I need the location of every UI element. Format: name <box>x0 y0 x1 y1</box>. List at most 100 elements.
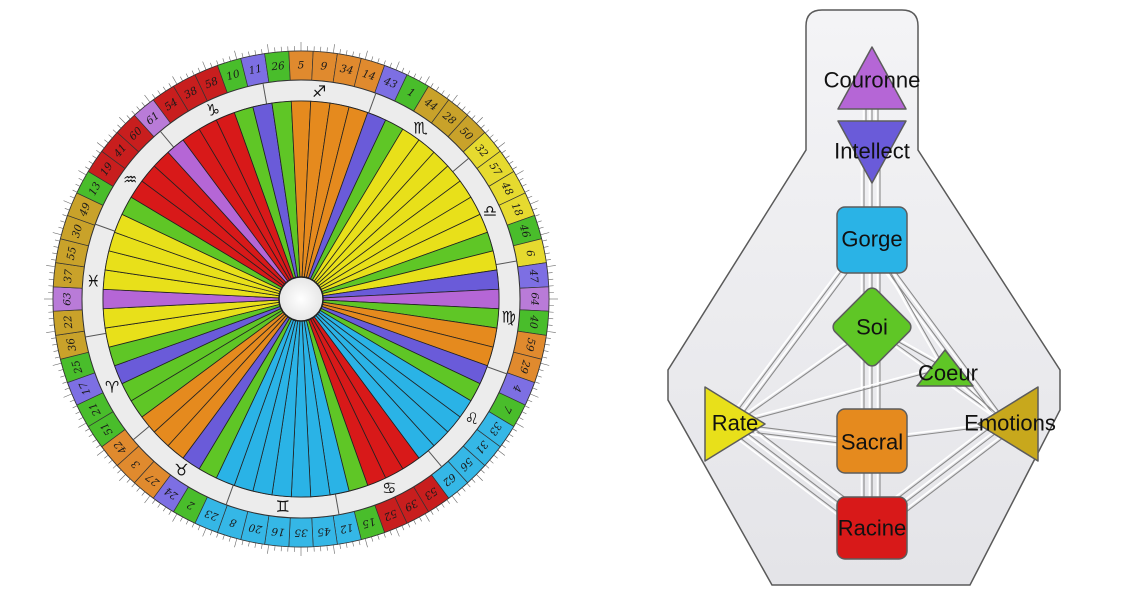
degree-tick <box>202 61 207 70</box>
gate-number: 4 <box>510 382 524 394</box>
degree-tick <box>64 208 70 211</box>
degree-tick <box>493 139 498 144</box>
degree-tick <box>515 422 524 428</box>
degree-tick <box>162 506 167 512</box>
degree-tick <box>234 538 238 548</box>
degree-tick <box>72 405 78 409</box>
degree-tick <box>364 50 368 60</box>
degree-tick <box>485 129 490 134</box>
degree-tick <box>505 155 510 159</box>
mandala-wheel: 10 11 26 5 9 34 14 4314428503257481846647644059… <box>44 42 558 556</box>
degree-tick <box>534 381 540 384</box>
degree-tick <box>228 536 231 542</box>
gate-number: 49 <box>77 201 94 219</box>
degree-tick <box>241 540 244 546</box>
degree-tick <box>493 454 498 459</box>
gate-number: 37 <box>62 269 75 284</box>
degree-tick <box>162 86 167 92</box>
degree-tick <box>333 544 335 554</box>
zodiac-divider <box>132 425 150 441</box>
degree-tick <box>512 166 517 170</box>
degree-tick <box>524 405 530 409</box>
center-soi: Soi <box>832 287 912 367</box>
center-label: Intellect <box>834 139 910 164</box>
degree-tick <box>112 129 117 134</box>
degree-tick <box>538 226 544 229</box>
gate-number: 47 <box>527 268 540 284</box>
degree-tick <box>75 183 81 187</box>
degree-tick <box>489 459 494 464</box>
center-coeur: Coeur <box>916 349 978 387</box>
zodiac-sign-icon: ♒ <box>123 170 137 189</box>
channel-line <box>866 243 1004 428</box>
gate-number: 52 <box>382 507 399 523</box>
degree-tick <box>62 214 68 217</box>
degree-tick <box>532 208 538 211</box>
gate-number: 59 <box>523 337 537 353</box>
center-label: Gorge <box>841 227 902 252</box>
wheel-center-disc <box>278 276 324 322</box>
gate-number: 30 <box>70 223 85 240</box>
degree-tick <box>326 545 328 551</box>
degree-tick <box>49 324 55 326</box>
gate-number: 1 <box>405 86 417 100</box>
degree-tick <box>152 499 156 504</box>
gate-number: 22 <box>62 314 75 330</box>
degree-tick <box>112 464 117 469</box>
degree-tick <box>54 239 60 242</box>
degree-tick <box>248 51 250 57</box>
degree-tick <box>497 449 506 456</box>
degree-tick <box>136 487 141 492</box>
zodiac-divider <box>262 83 268 105</box>
gate-number: 12 <box>339 521 355 535</box>
degree-tick <box>530 393 539 398</box>
degree-tick <box>119 474 126 481</box>
degree-tick <box>60 220 66 223</box>
degree-tick <box>136 106 141 111</box>
channel-line <box>734 367 946 425</box>
degree-tick <box>383 60 386 66</box>
degree-tick <box>501 444 506 448</box>
degree-tick <box>451 94 458 103</box>
degree-tick <box>69 195 75 199</box>
gate-number: 55 <box>65 245 79 261</box>
degree-tick <box>401 67 405 73</box>
degree-tick <box>180 76 183 82</box>
degree-tick <box>78 417 84 420</box>
degree-tick <box>542 356 548 359</box>
gate-number: 64 <box>529 292 541 305</box>
gate-number: 20 <box>247 521 264 536</box>
degree-tick <box>547 272 553 274</box>
degree-tick <box>339 49 341 55</box>
degree-tick <box>476 117 483 124</box>
center-label: Sacral <box>841 430 903 455</box>
degree-tick <box>542 239 548 242</box>
degree-tick <box>58 226 64 229</box>
degree-tick <box>419 76 422 82</box>
zodiac-divider <box>427 450 443 468</box>
degree-tick <box>424 513 430 522</box>
degree-tick <box>52 232 62 236</box>
degree-tick <box>505 439 510 443</box>
degree-tick <box>78 422 87 428</box>
degree-tick <box>46 331 56 333</box>
degree-tick <box>228 56 231 62</box>
degree-tick <box>389 62 392 68</box>
degree-tick <box>197 525 201 531</box>
center-racine: Racine <box>836 496 908 560</box>
degree-tick <box>108 134 113 139</box>
degree-tick <box>540 232 550 236</box>
zodiac-divider <box>159 130 175 148</box>
gate-number: 39 <box>402 496 420 513</box>
degree-tick <box>267 544 269 554</box>
degree-tick <box>545 337 551 339</box>
degree-tick <box>172 76 178 85</box>
degree-tick <box>168 83 172 88</box>
degree-tick <box>104 139 109 144</box>
degree-tick <box>185 73 189 79</box>
centers: Couronne Intellect Gorge Soi Coeur Rate Sacral… <box>704 46 1056 560</box>
degree-tick <box>222 58 225 64</box>
zodiac-sign-icon: ♏ <box>413 119 427 138</box>
degree-tick <box>191 522 195 528</box>
degree-tick <box>141 102 146 107</box>
